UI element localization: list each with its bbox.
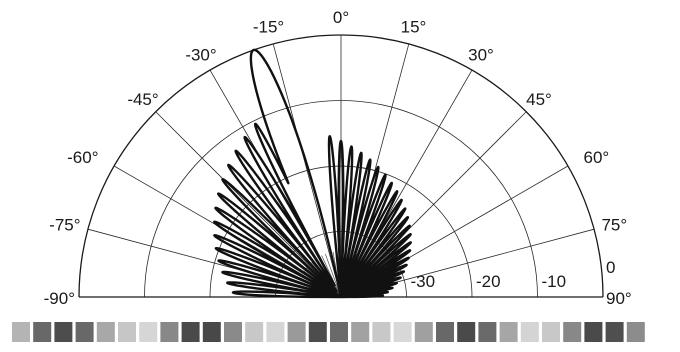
angle-tick-label: -75° xyxy=(49,216,80,235)
fine-spoke xyxy=(321,255,342,298)
strip-cell xyxy=(457,322,476,342)
strip-cell xyxy=(54,322,73,342)
angle-tick-labels: 0° 15° 30° 45° 60° 75° 90° -15° -30° -45° -60° -75°… xyxy=(44,8,632,308)
angle-tick-label: 60° xyxy=(583,148,609,167)
angle-tick-label: -30° xyxy=(185,46,216,65)
radial-tick-label: 0 xyxy=(606,258,615,277)
angle-tick-label: 75° xyxy=(601,216,627,235)
angle-tick-label: 15° xyxy=(401,18,427,37)
angle-tick-label: -15° xyxy=(253,18,284,37)
angle-tick-label: -45° xyxy=(127,90,158,109)
strip-cell xyxy=(224,322,242,342)
strip-cell xyxy=(351,322,370,342)
radiation-pattern xyxy=(213,48,412,299)
spoke xyxy=(272,43,342,298)
strip-cell xyxy=(478,322,497,342)
strip-cell xyxy=(563,322,582,342)
strip-cell xyxy=(542,322,560,342)
strip-cell xyxy=(330,322,348,342)
strip-cell xyxy=(372,322,391,342)
pattern-curve xyxy=(213,48,412,299)
angle-tick-label: 0° xyxy=(333,8,349,27)
radial-tick-label: -10 xyxy=(542,272,567,291)
strip-cell xyxy=(436,322,454,342)
strip-cell xyxy=(245,322,264,342)
radial-tick-label: -30 xyxy=(411,272,436,291)
polar-grid xyxy=(78,34,604,298)
strip-cell xyxy=(181,322,200,342)
angle-tick-label: 45° xyxy=(526,90,552,109)
strip-cell xyxy=(33,322,52,342)
strip-cell xyxy=(520,322,539,342)
strip-cell xyxy=(605,322,624,342)
strip-cell xyxy=(584,322,603,342)
strip-cell xyxy=(499,322,518,342)
strip-cell xyxy=(139,322,158,342)
strip-cell xyxy=(266,322,285,342)
gray-swatch-strip xyxy=(12,322,645,342)
strip-cell xyxy=(160,322,179,342)
angle-tick-label: 30° xyxy=(468,46,494,65)
radial-tick-labels: -30 -20 -10 0 xyxy=(411,258,616,291)
angle-tick-label: -90° xyxy=(44,289,75,308)
angle-tick-label: 90° xyxy=(606,289,632,308)
strip-cell xyxy=(202,322,221,342)
strip-cell xyxy=(287,322,306,342)
spoke xyxy=(155,111,342,298)
angle-tick-label: -60° xyxy=(67,148,98,167)
strip-cell xyxy=(12,322,30,342)
strip-cell xyxy=(393,322,412,342)
strip-cell xyxy=(626,322,645,342)
strip-cell xyxy=(308,322,327,342)
radial-tick-label: -20 xyxy=(476,272,501,291)
strip-cell xyxy=(75,322,94,342)
strip-cell xyxy=(118,322,136,342)
strip-cell xyxy=(414,322,433,342)
strip-cell xyxy=(96,322,115,342)
